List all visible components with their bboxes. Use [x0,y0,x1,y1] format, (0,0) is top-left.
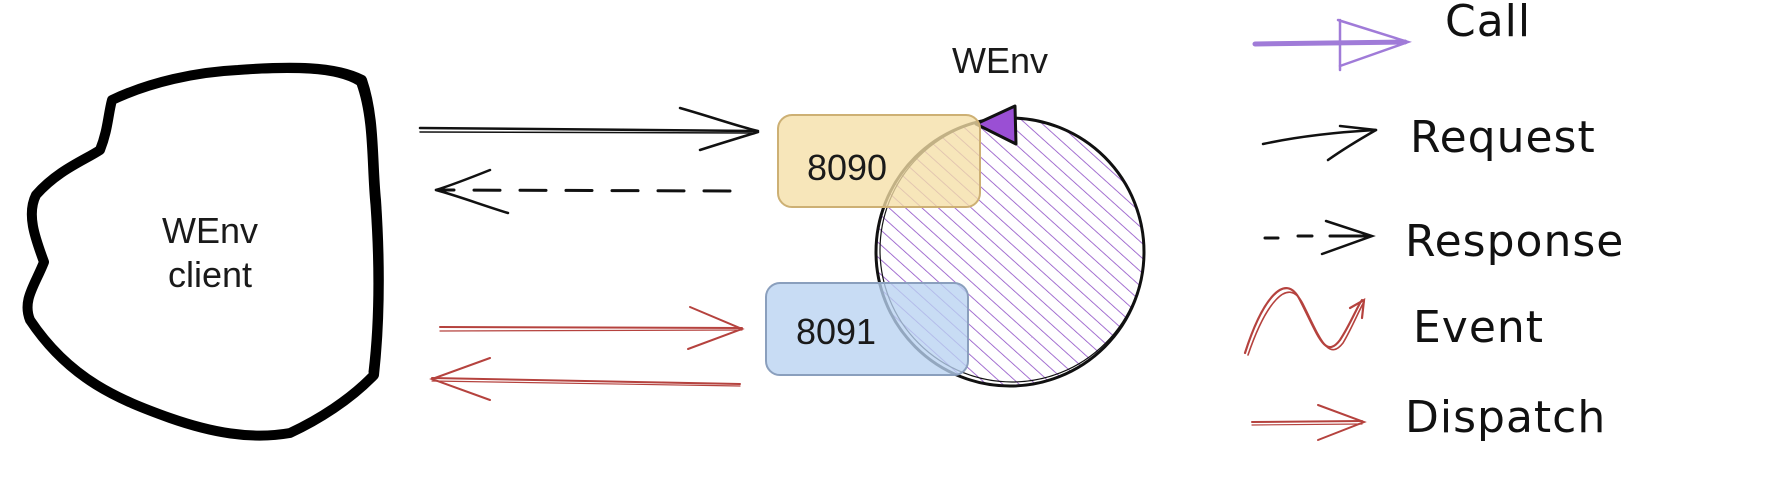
dispatch-arrow-right [439,306,745,350]
client-label-line2: client [168,254,252,295]
legend-dispatch: Dispatch [1251,392,1606,443]
port-ws: 8091 [765,282,969,376]
server-cursor-marker [974,104,1018,146]
port-http: 8090 [777,114,981,208]
client-node: WEnv client [22,62,384,441]
client-label-line1: WEnv [162,210,258,251]
response-arrow [434,168,732,215]
client-blob-stroke-2 [116,69,377,374]
legend-call-label: Call [1445,0,1531,47]
port-ws-label: 8091 [796,311,876,352]
legend-request-label: Request [1410,112,1596,163]
legend-response: Response [1263,216,1624,267]
response-arrow-icon [1263,219,1376,256]
port-http-label: 8090 [807,147,887,188]
legend-event-label: Event [1413,302,1544,353]
client-blob-outline [22,62,384,441]
event-wave-icon [1243,287,1366,356]
request-arrow-icon [1261,124,1378,162]
server-label: WEnv [952,40,1048,81]
dispatch-arrow-icon [1251,404,1367,441]
legend-dispatch-label: Dispatch [1405,392,1606,443]
legend: Call Request Response [1243,0,1624,443]
call-arrow-icon [1252,18,1412,72]
legend-request: Request [1261,112,1596,163]
legend-call: Call [1252,0,1531,72]
dispatch-arrow-left [429,357,741,401]
legend-event: Event [1243,287,1544,356]
legend-response-label: Response [1405,216,1624,267]
request-arrow [418,106,760,152]
